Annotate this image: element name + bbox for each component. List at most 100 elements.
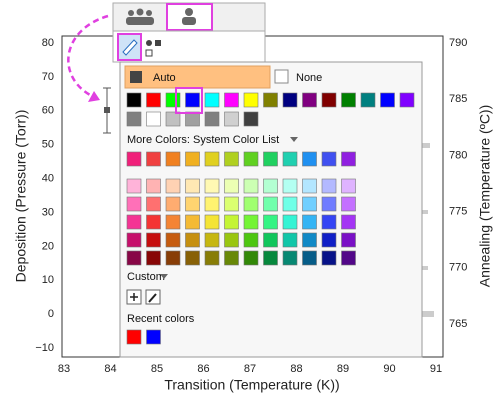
color-swatch[interactable] [146,151,161,167]
color-swatch[interactable] [224,232,239,248]
color-swatch[interactable] [165,250,181,266]
color-swatch[interactable] [321,196,337,212]
color-swatch[interactable] [126,111,142,127]
color-swatch[interactable] [204,232,220,248]
color-swatch[interactable] [360,92,376,108]
color-swatch[interactable] [282,250,298,266]
color-swatch[interactable] [204,250,220,266]
color-swatch[interactable] [204,178,220,194]
color-swatch[interactable] [165,214,181,230]
color-swatch[interactable] [165,92,181,108]
color-swatch[interactable] [302,151,317,167]
color-swatch[interactable] [302,92,317,108]
color-swatch[interactable] [341,151,356,167]
color-swatch[interactable] [185,196,200,212]
color-swatch[interactable] [380,92,395,108]
color-swatch[interactable] [263,232,278,248]
color-swatch[interactable] [224,178,239,194]
color-swatch[interactable] [126,196,142,212]
color-swatch[interactable] [302,178,317,194]
color-swatch[interactable] [126,151,142,167]
more-colors-label[interactable]: More Colors: System Color List [127,134,279,146]
color-swatch[interactable] [185,214,200,230]
color-swatch[interactable] [282,151,298,167]
color-swatch[interactable] [399,92,415,108]
color-swatch[interactable] [321,232,337,248]
color-swatch[interactable] [224,111,239,127]
color-swatch[interactable] [243,214,259,230]
auto-button[interactable] [124,65,271,89]
color-swatch[interactable] [146,232,161,248]
color-swatch[interactable] [204,111,220,127]
color-swatch[interactable] [126,250,142,266]
color-swatch[interactable] [126,178,142,194]
color-swatch[interactable] [282,232,298,248]
color-swatch[interactable] [302,232,317,248]
color-swatch[interactable] [321,151,337,167]
color-swatch[interactable] [282,196,298,212]
color-swatch[interactable] [302,196,317,212]
color-swatch[interactable] [263,196,278,212]
color-swatch[interactable] [185,178,200,194]
recent-swatch[interactable] [126,329,142,345]
color-swatch[interactable] [146,196,161,212]
color-swatch[interactable] [165,232,181,248]
color-swatch[interactable] [204,214,220,230]
color-swatch[interactable] [185,250,200,266]
group-tab[interactable] [126,8,154,26]
color-swatch[interactable] [126,214,142,230]
color-swatch[interactable] [204,151,220,167]
color-swatch[interactable] [243,111,259,127]
color-swatch[interactable] [243,151,259,167]
color-swatch[interactable] [302,214,317,230]
color-swatch[interactable] [165,178,181,194]
color-swatch[interactable] [224,92,239,108]
color-swatch[interactable] [263,178,278,194]
color-swatch[interactable] [263,250,278,266]
color-swatch[interactable] [243,196,259,212]
color-swatch[interactable] [243,250,259,266]
color-swatch[interactable] [302,250,317,266]
color-swatch[interactable] [224,196,239,212]
color-swatch[interactable] [243,178,259,194]
color-swatch[interactable] [243,232,259,248]
color-swatch[interactable] [185,92,200,108]
color-swatch[interactable] [165,196,181,212]
color-swatch[interactable] [341,196,356,212]
color-swatch[interactable] [146,250,161,266]
color-swatch[interactable] [126,92,142,108]
color-swatch[interactable] [224,214,239,230]
color-swatch[interactable] [321,214,337,230]
color-swatch[interactable] [341,92,356,108]
none-checkbox[interactable] [274,69,289,84]
color-swatch[interactable] [321,92,337,108]
color-swatch[interactable] [321,178,337,194]
color-swatch[interactable] [204,92,220,108]
color-swatch[interactable] [185,232,200,248]
color-swatch[interactable] [263,151,278,167]
color-swatch[interactable] [126,232,142,248]
color-swatch[interactable] [341,232,356,248]
color-swatch[interactable] [263,214,278,230]
color-swatch[interactable] [341,214,356,230]
color-swatch[interactable] [204,196,220,212]
color-swatch[interactable] [321,250,337,266]
color-swatch[interactable] [224,250,239,266]
color-swatch[interactable] [341,178,356,194]
recent-swatch[interactable] [146,329,161,345]
color-swatch[interactable] [263,92,278,108]
color-swatch[interactable] [341,250,356,266]
color-swatch[interactable] [146,111,161,127]
color-swatch[interactable] [224,151,239,167]
color-swatch[interactable] [146,178,161,194]
color-swatch[interactable] [282,214,298,230]
color-swatch[interactable] [146,214,161,230]
color-swatch[interactable] [282,178,298,194]
color-swatch[interactable] [165,111,181,127]
custom-label[interactable]: Custom [127,271,165,283]
color-swatch[interactable] [282,92,298,108]
color-swatch[interactable] [165,151,181,167]
color-swatch[interactable] [146,92,161,108]
color-swatch[interactable] [243,92,259,108]
color-swatch[interactable] [185,111,200,127]
